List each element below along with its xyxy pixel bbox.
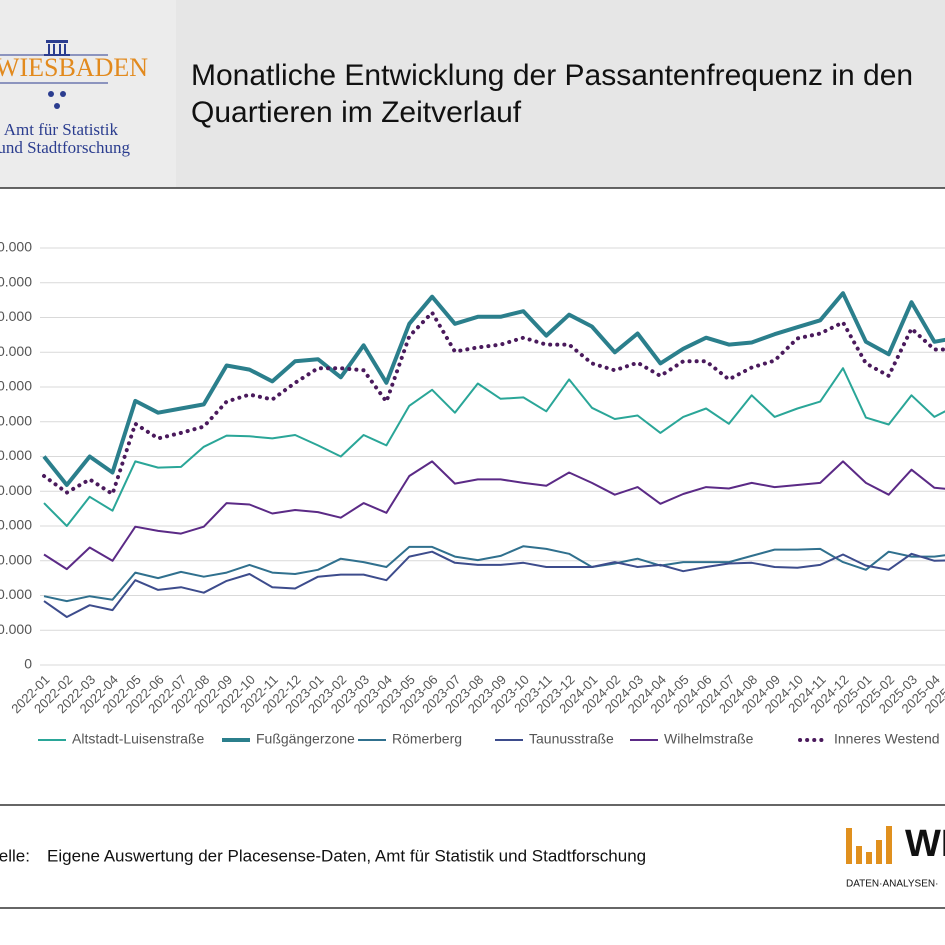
source-text: Eigene Auswertung der Placesense-Daten, … [47,846,646,865]
y-tick-label: 100.000 [0,586,32,602]
plot: 0 50.000 100.000 150.000 200.000 250.000 300.0… [0,239,945,747]
y-tick-label: 450.000 [0,343,32,359]
y-tick-label: 150.000 [0,551,32,567]
logo-area [0,0,176,188]
legend-label: Inneres Westend [834,731,940,747]
y-tick-label: 250.000 [0,482,32,498]
brand-bars [846,826,892,864]
chart-title: Monatliche Entwicklung der Passantenfreq… [191,59,913,129]
brand-tagline: DATEN·ANALYSEN· [846,879,938,890]
y-tick-label: 350.000 [0,412,32,428]
legend-label: Taunusstraße [529,731,614,747]
series-line [42,310,945,496]
logo-city: WIESBADEN [0,53,148,82]
series-line [43,550,945,618]
y-tick-label: 0 [24,656,32,672]
y-tick-label: 300.000 [0,447,32,463]
y-tick-label: 500.000 [0,308,32,324]
legend-label: Fußgängerzone [256,731,355,747]
y-tick-label: 600.000 [0,239,32,255]
series-line [43,460,945,571]
logo-office: Amt für Statistik [4,120,119,139]
y-tick-label: 200.000 [0,517,32,533]
legend-label: Wilhelmstraße [664,731,754,747]
logo-office: und Stadtforschung [0,138,130,157]
series-line [43,367,945,527]
source-label: Quelle: [0,846,30,865]
series-line [43,545,945,603]
legend-label: Römerberg [392,731,462,747]
brand: WI [905,823,945,865]
series-line [42,291,945,487]
y-tick-label: 550.000 [0,273,32,289]
y-tick-label: 400.000 [0,378,32,394]
y-tick-label: 50.000 [0,621,32,637]
legend-label: Altstadt-Luisenstraße [72,731,204,747]
